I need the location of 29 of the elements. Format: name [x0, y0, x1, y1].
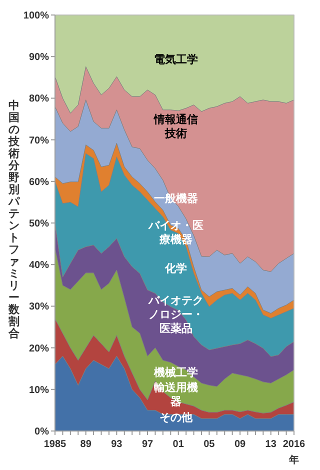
y-tick-label: 90%: [28, 52, 50, 64]
y-tick-label: 100%: [23, 10, 50, 22]
x-tick-label: 1985: [44, 439, 67, 450]
series-label: バイオテクノロジー・医薬品: [148, 295, 204, 335]
text: 中国の技術分野別パテントファミリー数割合: [8, 100, 20, 340]
x-tick-label: 05: [204, 439, 216, 450]
series-label: 化学: [164, 262, 187, 275]
y-tick-label: 70%: [28, 135, 50, 146]
x-tick-label: 13: [265, 439, 277, 450]
y-tick-label: 50%: [28, 218, 50, 230]
y-tick-label: 80%: [28, 94, 50, 105]
series-label: 電気工学: [154, 53, 198, 66]
y-tick-label: 30%: [28, 302, 50, 313]
y-tick-label: 60%: [28, 176, 50, 188]
x-tick-label: 01: [172, 439, 184, 450]
y-tick-label: 0%: [34, 426, 50, 438]
x-tick-label: 09: [234, 439, 246, 450]
y-tick-label: 10%: [28, 384, 50, 396]
x-tick-label: 97: [142, 439, 154, 450]
series-label: 輸送用機器: [153, 381, 198, 408]
x-tick-label: 89: [80, 439, 92, 450]
x-tick-label: 2016: [282, 439, 306, 450]
y-tick-label: 20%: [28, 343, 50, 354]
series-label: その他: [160, 411, 194, 424]
series-label: 情報通信技術: [153, 113, 198, 140]
series-label: 機械工学: [153, 366, 198, 379]
x-tick-label: 93: [111, 439, 123, 450]
x-axis-title: 年: [288, 454, 299, 466]
y-tick-label: 40%: [28, 260, 50, 272]
